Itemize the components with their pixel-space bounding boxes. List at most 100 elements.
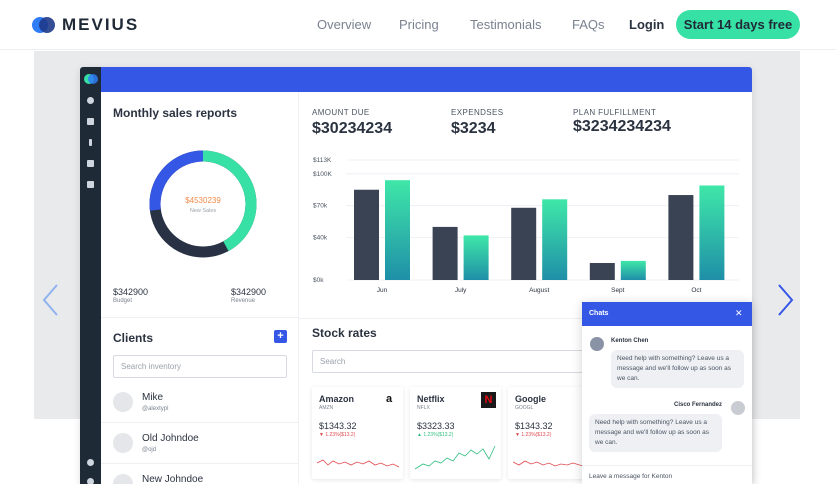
client-name: New Johndoe [142, 474, 204, 484]
chat-message-input[interactable]: Leave a message for Kenton [589, 473, 673, 480]
section-divider [299, 318, 752, 319]
x-tick-label: Sept [611, 287, 625, 294]
add-client-button[interactable]: + [274, 330, 287, 343]
x-tick-label: July [455, 287, 467, 294]
kpi-amount-due-label: AMOUNT DUE [312, 108, 370, 117]
stock-ticker: AMZN [319, 405, 334, 411]
chart-icon[interactable] [87, 181, 94, 188]
stock-change: ▲ 1.23%($13.2) [417, 432, 454, 438]
stock-price: $1343.32 [515, 421, 553, 431]
chat-author: Kenton Chen [611, 338, 649, 344]
stock-name: Amazon [319, 394, 355, 404]
y-tick-label: $40k [313, 235, 328, 242]
stock-price: $3323.33 [417, 421, 455, 431]
chat-title: Chats [589, 310, 609, 317]
chat-avatar [590, 337, 604, 351]
chat-message: Need help with something? Leave us a mes… [611, 350, 744, 388]
chat-avatar [731, 401, 745, 415]
dashboard-topbar [101, 67, 752, 92]
chat-divider [582, 465, 752, 466]
document-icon[interactable] [87, 160, 94, 167]
brand-logo[interactable]: MEVIUS [32, 15, 139, 35]
start-trial-button[interactable]: Start 14 days free [676, 10, 800, 39]
bar-sept-series-2[interactable] [620, 260, 646, 280]
bar-oct-series-1[interactable] [668, 195, 694, 280]
bar-july-series-1[interactable] [432, 226, 458, 280]
bar-july-series-2[interactable] [463, 235, 489, 280]
settings-icon[interactable] [87, 478, 94, 484]
bar-jun-series-1[interactable] [354, 189, 379, 280]
stock-ticker: GOOGL [515, 405, 534, 411]
stock-sparkline [317, 459, 399, 468]
x-tick-label: Jun [377, 287, 388, 294]
dashboard-logo-icon [84, 74, 98, 84]
stock-ticker: NFLX [417, 405, 430, 411]
chat-header: Chats ✕ [582, 302, 752, 326]
kpi-plan-fulfillment-label: PLAN FULFILLMENT [573, 108, 657, 117]
monthly-sales-title: Monthly sales reports [113, 106, 238, 120]
client-name: Mike [142, 392, 164, 403]
clients-panel: Clients + Search inventory Mike @alextyp… [101, 318, 299, 484]
dashboard-sidebar [80, 67, 101, 484]
client-avatar [113, 392, 133, 412]
y-tick-label: $70k [313, 203, 328, 210]
bar-oct-series-2[interactable] [699, 185, 725, 280]
sales-donut-chart [149, 150, 257, 258]
top-navigation: MEVIUS Overview Pricing Testimonials FAQ… [0, 0, 836, 50]
nav-link-pricing[interactable]: Pricing [399, 17, 439, 32]
x-tick-label: August [529, 287, 549, 294]
dashboard-preview: Monthly sales reports $4530239 New Sales… [80, 67, 752, 484]
stock-card-google[interactable]: Google GOOGL $1343.32 ▼ 1.23%($13.2) [508, 387, 588, 479]
stock-card-amazon[interactable]: Amazon AMZN a $1343.32 ▼ 1.23%($13.2) [312, 387, 403, 479]
chat-author: Cisco Fernandez [674, 402, 723, 408]
stock-name: Google [515, 394, 546, 404]
kpi-expenses-value: $3234 [451, 120, 496, 137]
bar-august-series-2[interactable] [542, 199, 568, 280]
nav-link-overview[interactable]: Overview [317, 17, 372, 32]
stock-card-netflix[interactable]: Netflix NFLX N $3323.33 ▲ 1.23%($13.2) [410, 387, 501, 479]
login-link[interactable]: Login [629, 17, 665, 32]
client-row[interactable]: Mike @alextypl [101, 382, 299, 423]
stock-name: Netflix [417, 394, 445, 404]
chat-widget: Chats ✕ Kenton Chen Need help with somet… [582, 302, 752, 484]
stock-change: ▼ 1.23%($13.2) [515, 432, 552, 438]
carousel-next-icon[interactable] [774, 283, 796, 317]
stock-change: ▼ 1.23%($13.2) [319, 432, 356, 438]
brand-name: MEVIUS [62, 15, 140, 34]
help-icon[interactable] [87, 459, 94, 466]
bar-sept-series-1[interactable] [589, 263, 615, 280]
nav-link-testimonials[interactable]: Testimonials [470, 17, 542, 32]
image-icon[interactable] [87, 118, 94, 125]
client-name: Old Johndoe [142, 433, 199, 444]
close-icon[interactable]: ✕ [735, 308, 743, 318]
revenue-value: $342900 [231, 287, 267, 297]
client-row[interactable]: New Johndoe [101, 464, 299, 484]
stock-rates-title: Stock rates [312, 326, 377, 340]
client-handle: @ojd [142, 447, 157, 453]
kpi-expenses-label: EXPENDSES [451, 108, 504, 117]
nav-link-faqs[interactable]: FAQs [572, 17, 605, 32]
carousel-prev-icon[interactable] [40, 283, 62, 317]
donut-segment-green [149, 150, 257, 258]
kpi-plan-fulfillment-value: $3234234234 [573, 118, 671, 135]
clients-title: Clients [113, 331, 154, 345]
logo-mark-icon [32, 16, 56, 34]
user-icon[interactable] [87, 97, 94, 104]
bar-jun-series-2[interactable] [385, 180, 410, 280]
stock-sparkline [415, 445, 496, 470]
client-row[interactable]: Old Johndoe @ojd [101, 423, 299, 464]
donut-center-label: New Sales [189, 208, 217, 214]
chat-message: Need help with something? Leave us a mes… [589, 414, 722, 452]
clients-search-input[interactable]: Search inventory [113, 355, 287, 378]
netflix-logo-icon: N [481, 392, 496, 408]
donut-segment-blue [149, 150, 257, 258]
client-avatar [113, 433, 133, 453]
donut-center-value: $4530239 [185, 196, 221, 205]
bar-august-series-1[interactable] [511, 207, 537, 280]
monthly-sales-panel: Monthly sales reports $4530239 New Sales… [101, 92, 299, 318]
dollar-icon[interactable] [89, 139, 92, 146]
stock-price: $1343.32 [319, 421, 357, 431]
y-tick-label: $100K [313, 171, 332, 178]
client-handle: @alextypl [142, 406, 169, 412]
client-avatar [113, 474, 133, 484]
